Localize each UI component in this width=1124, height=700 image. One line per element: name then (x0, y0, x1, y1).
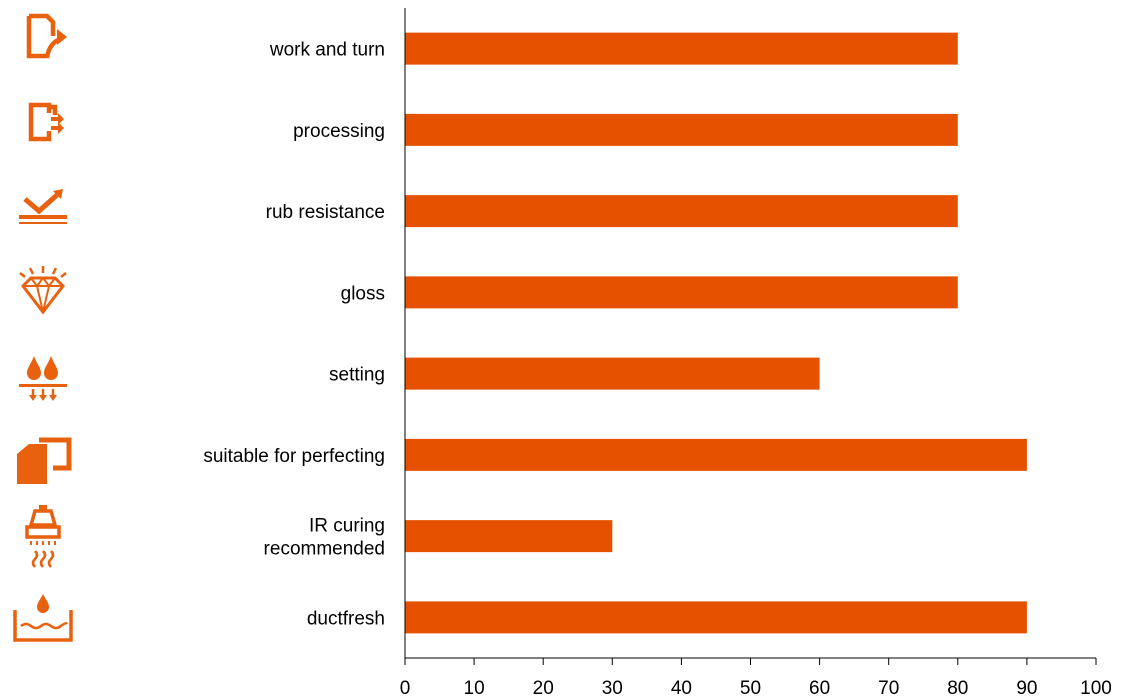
bar-1 (405, 113, 958, 146)
x-tick-label: 90 (1016, 678, 1037, 699)
bar-0 (405, 32, 958, 65)
x-tick-label: 40 (671, 678, 692, 699)
sparkling-diamond-icon (19, 266, 67, 315)
category-label: ductfresh (307, 608, 385, 629)
category-label: rub resistance (266, 202, 385, 223)
droplets-absorb-icon (19, 356, 67, 401)
document-exit-arrows-icon (28, 102, 64, 142)
category-label: IR curing (309, 516, 385, 537)
perfecting-sheets-icon (17, 437, 72, 484)
category-label: processing (293, 121, 385, 142)
bars (405, 32, 1027, 634)
category-labels: work and turn processing rub resistance glo… (203, 40, 385, 630)
ir-lamp-heat-icon (25, 505, 61, 568)
x-tick-label: 80 (947, 678, 968, 699)
x-tick-label: 70 (878, 678, 899, 699)
bar-7 (405, 601, 1027, 634)
bar-3 (405, 276, 958, 309)
x-tick-label: 100 (1080, 678, 1112, 699)
bar-4 (405, 357, 820, 390)
x-tick-label: 10 (464, 678, 485, 699)
checkmark-layers-icon (19, 189, 67, 224)
icon-column (13, 13, 73, 642)
bar-5 (405, 438, 1027, 471)
category-label: recommended (264, 539, 385, 560)
x-tick-label: 20 (533, 678, 554, 699)
x-tick-label: 50 (740, 678, 761, 699)
axes: 0 10 20 30 40 50 60 70 80 90 100 (400, 8, 1112, 699)
category-label: work and turn (269, 40, 385, 61)
x-tick-label: 60 (809, 678, 830, 699)
bar-6 (405, 520, 613, 553)
x-tick-label: 0 (400, 678, 411, 699)
bar-2 (405, 195, 958, 228)
category-label: gloss (341, 283, 385, 304)
x-tick-label: 30 (602, 678, 623, 699)
category-label: setting (329, 365, 385, 386)
document-export-arrow-icon (26, 13, 67, 59)
category-label: suitable for perfecting (203, 446, 385, 467)
ink-duct-tray-icon (13, 594, 73, 642)
